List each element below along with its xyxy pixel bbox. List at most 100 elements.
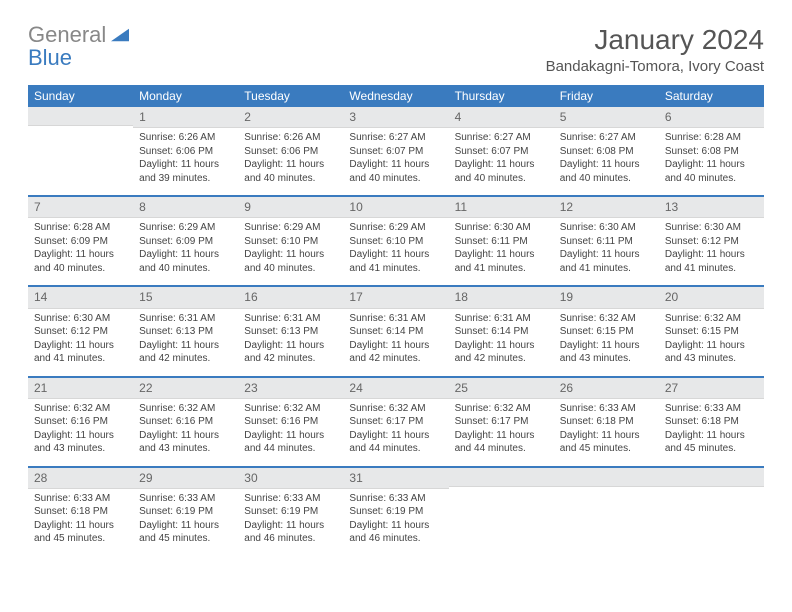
day-body: Sunrise: 6:27 AMSunset: 6:08 PMDaylight:…	[554, 128, 659, 195]
calendar-day: 13Sunrise: 6:30 AMSunset: 6:12 PMDayligh…	[659, 197, 764, 286]
day-body: Sunrise: 6:30 AMSunset: 6:11 PMDaylight:…	[554, 218, 659, 285]
day-number: 16	[238, 287, 343, 308]
day-body: Sunrise: 6:28 AMSunset: 6:08 PMDaylight:…	[659, 128, 764, 195]
calendar-day: 5Sunrise: 6:27 AMSunset: 6:08 PMDaylight…	[554, 107, 659, 196]
day-number: 25	[449, 378, 554, 399]
sunrise-line: Sunrise: 6:30 AM	[34, 313, 110, 324]
day-number: 2	[238, 107, 343, 128]
header: General Blue January 2024 Bandakagni-Tom…	[28, 24, 764, 75]
day-body: Sunrise: 6:29 AMSunset: 6:10 PMDaylight:…	[238, 218, 343, 285]
sunset-line: Sunset: 6:16 PM	[34, 416, 108, 427]
day-body: Sunrise: 6:33 AMSunset: 6:18 PMDaylight:…	[28, 489, 133, 556]
calendar-day: 22Sunrise: 6:32 AMSunset: 6:16 PMDayligh…	[133, 378, 238, 467]
calendar-day: 25Sunrise: 6:32 AMSunset: 6:17 PMDayligh…	[449, 378, 554, 467]
calendar-week: 21Sunrise: 6:32 AMSunset: 6:16 PMDayligh…	[28, 378, 764, 467]
daylight-line: Daylight: 11 hours and 45 minutes.	[34, 520, 114, 545]
day-number-empty	[449, 468, 554, 487]
sunset-line: Sunset: 6:19 PM	[139, 506, 213, 517]
day-number: 30	[238, 468, 343, 489]
calendar-day: 28Sunrise: 6:33 AMSunset: 6:18 PMDayligh…	[28, 468, 133, 556]
day-body: Sunrise: 6:31 AM Sunset: 6:14 PM Daylight:…	[343, 309, 448, 376]
calendar-table: SundayMondayTuesdayWednesdayThursdayFrid…	[28, 85, 764, 556]
sunset-line: Sunset: 6:10 PM	[244, 236, 318, 247]
daylight-line: Daylight: 11 hours and 44 minutes.	[455, 430, 535, 455]
sunset-line: Sunset: 6:13 PM	[244, 326, 318, 337]
day-number: 20	[659, 287, 764, 308]
sunset-line: Sunset: 6:15 PM	[665, 326, 739, 337]
sunrise-line: Sunrise: 6:29 AM	[244, 222, 320, 233]
sunrise-line: Sunrise: 6:29 AM	[349, 222, 425, 233]
sunrise-line: Sunrise: 6:32 AM	[560, 313, 636, 324]
daylight-line: Daylight: 11 hours and 43 minutes.	[139, 430, 219, 455]
daylight-line: Daylight: 11 hours and 42 minutes.	[349, 340, 429, 365]
sunrise-line: Sunrise: 6:27 AM	[349, 132, 425, 143]
daylight-line: Daylight: 11 hours and 41 minutes.	[349, 249, 429, 274]
day-number: 1	[133, 107, 238, 128]
calendar-day: 9Sunrise: 6:29 AMSunset: 6:10 PMDaylight…	[238, 197, 343, 286]
daylight-line: Daylight: 11 hours and 41 minutes.	[455, 249, 535, 274]
day-number: 7	[28, 197, 133, 218]
sunset-line: Sunset: 6:09 PM	[139, 236, 213, 247]
day-body: Sunrise: 6:32 AMSunset: 6:16 PMDaylight:…	[28, 399, 133, 466]
day-number: 5	[554, 107, 659, 128]
calendar-day: 20Sunrise: 6:32 AMSunset: 6:15 PMDayligh…	[659, 287, 764, 376]
calendar-day: 6Sunrise: 6:28 AMSunset: 6:08 PMDaylight…	[659, 107, 764, 196]
calendar-day: 4Sunrise: 6:27 AMSunset: 6:07 PMDaylight…	[449, 107, 554, 196]
sunset-line: Sunset: 6:14 PM	[349, 326, 423, 337]
sunset-line: Sunset: 6:18 PM	[665, 416, 739, 427]
brand-part2: Blue	[28, 45, 72, 70]
weekday-header: Sunday	[28, 85, 133, 107]
sunrise-line: Sunrise: 6:31 AM	[349, 313, 425, 324]
day-body: Sunrise: 6:32 AMSunset: 6:17 PMDaylight:…	[449, 399, 554, 466]
day-body: Sunrise: 6:30 AMSunset: 6:11 PMDaylight:…	[449, 218, 554, 285]
daylight-line: Daylight: 11 hours and 40 minutes.	[560, 159, 640, 184]
calendar-day: 14Sunrise: 6:30 AMSunset: 6:12 PMDayligh…	[28, 287, 133, 376]
day-number: 15	[133, 287, 238, 308]
daylight-line: Daylight: 11 hours and 42 minutes.	[139, 340, 219, 365]
day-number: 22	[133, 378, 238, 399]
sunset-line: Sunset: 6:06 PM	[244, 146, 318, 157]
sunrise-line: Sunrise: 6:26 AM	[244, 132, 320, 143]
sunset-line: Sunset: 6:18 PM	[560, 416, 634, 427]
day-number: 26	[554, 378, 659, 399]
day-number: 11	[449, 197, 554, 218]
sunrise-line: Sunrise: 6:26 AM	[139, 132, 215, 143]
brand-logo: General Blue	[28, 24, 129, 70]
calendar-day: 19Sunrise: 6:32 AMSunset: 6:15 PMDayligh…	[554, 287, 659, 376]
day-number-empty	[554, 468, 659, 487]
daylight-line: Daylight: 11 hours and 42 minutes.	[244, 340, 324, 365]
sunset-line: Sunset: 6:06 PM	[139, 146, 213, 157]
sunset-line: Sunset: 6:08 PM	[560, 146, 634, 157]
day-body: Sunrise: 6:33 AMSunset: 6:19 PMDaylight:…	[343, 489, 448, 556]
daylight-line: Daylight: 11 hours and 40 minutes.	[455, 159, 535, 184]
day-body: Sunrise: 6:33 AMSunset: 6:18 PMDaylight:…	[554, 399, 659, 466]
daylight-line: Daylight: 11 hours and 41 minutes.	[34, 340, 114, 365]
day-number: 24	[343, 378, 448, 399]
day-number: 13	[659, 197, 764, 218]
sunrise-line: Sunrise: 6:29 AM	[139, 222, 215, 233]
daylight-line: Daylight: 11 hours and 43 minutes.	[34, 430, 114, 455]
daylight-line: Daylight: 11 hours and 40 minutes.	[349, 159, 429, 184]
day-body: Sunrise: 6:33 AM Sunset: 6:18 PM Daylight:…	[659, 399, 764, 466]
day-body: Sunrise: 6:32 AMSunset: 6:15 PMDaylight:…	[554, 309, 659, 376]
calendar-day: 10Sunrise: 6:29 AMSunset: 6:10 PMDayligh…	[343, 197, 448, 286]
sunrise-line: Sunrise: 6:31 AM	[244, 313, 320, 324]
weekday-header: Tuesday	[238, 85, 343, 107]
weekday-header: Friday	[554, 85, 659, 107]
day-number: 29	[133, 468, 238, 489]
sunset-line: Sunset: 6:19 PM	[349, 506, 423, 517]
calendar-day: 18Sunrise: 6:31 AMSunset: 6:14 PMDayligh…	[449, 287, 554, 376]
sunrise-line: Sunrise: 6:27 AM	[455, 132, 531, 143]
sunrise-line: Sunrise: 6:33 AM	[665, 403, 741, 414]
sunrise-line: Sunrise: 6:33 AM	[349, 493, 425, 504]
sunrise-line: Sunrise: 6:31 AM	[455, 313, 531, 324]
sunset-line: Sunset: 6:08 PM	[665, 146, 739, 157]
daylight-line: Daylight: 11 hours and 40 minutes.	[665, 159, 745, 184]
sunrise-line: Sunrise: 6:32 AM	[244, 403, 320, 414]
daylight-line: Daylight: 11 hours and 45 minutes.	[665, 430, 745, 455]
sunrise-line: Sunrise: 6:31 AM	[139, 313, 215, 324]
weekday-header: Saturday	[659, 85, 764, 107]
sunset-line: Sunset: 6:16 PM	[139, 416, 213, 427]
sunset-line: Sunset: 6:11 PM	[560, 236, 633, 247]
day-body: Sunrise: 6:27 AMSunset: 6:07 PMDaylight:…	[449, 128, 554, 195]
